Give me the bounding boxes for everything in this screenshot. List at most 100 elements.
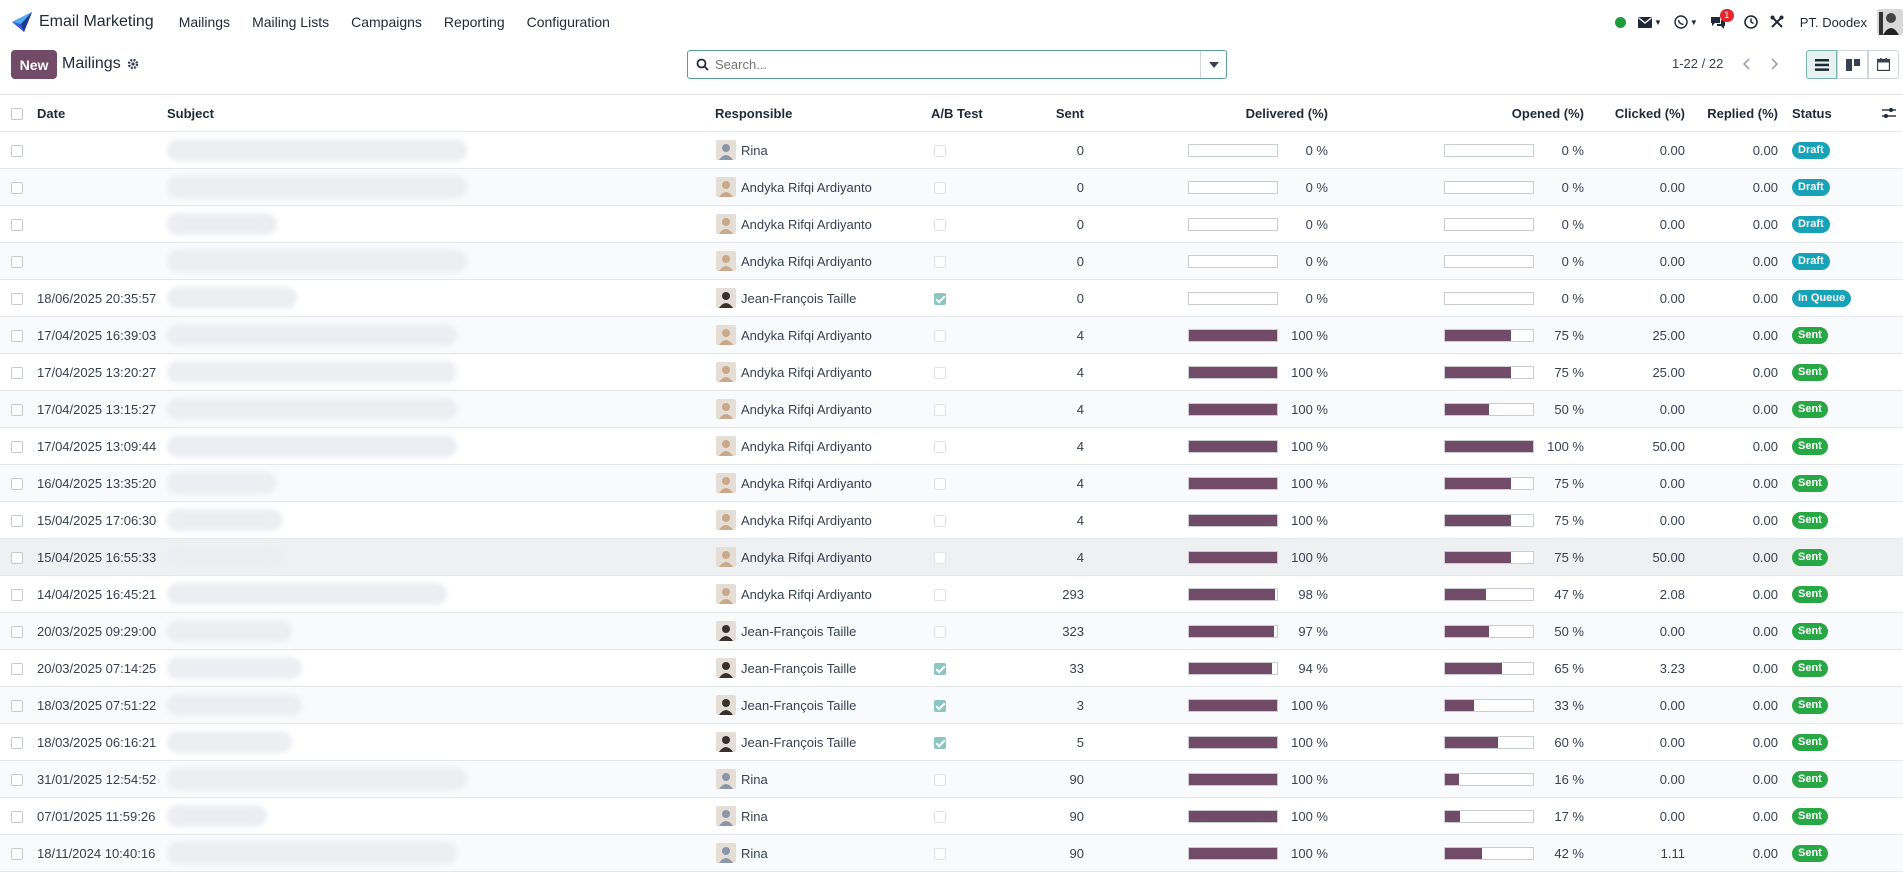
row-checkbox[interactable]	[11, 404, 23, 417]
table-row[interactable]: 14/04/2025 16:45:21 Andyka Rifqi Ardiyant…	[0, 575, 1903, 613]
table-row[interactable]: 18/11/2024 10:40:16 Rina 90 100 % 42 % 1.11 0.…	[0, 834, 1903, 872]
row-checkbox[interactable]	[11, 552, 23, 565]
table-row[interactable]: 07/01/2025 11:59:26 Rina 90 100 % 17 % 0.00 0.…	[0, 797, 1903, 835]
row-checkbox[interactable]	[11, 182, 23, 195]
user-avatar[interactable]	[1877, 9, 1903, 35]
menu-reporting[interactable]: Reporting	[443, 14, 505, 30]
row-checkbox-cell[interactable]	[0, 575, 33, 613]
messages-icon[interactable]: 1	[1710, 9, 1734, 29]
row-checkbox[interactable]	[11, 700, 23, 713]
table-row[interactable]: 17/04/2025 13:09:44 Andyka Rifqi Ardiyant…	[0, 427, 1903, 465]
select-all-checkbox[interactable]	[11, 108, 23, 121]
column-status[interactable]: Status	[1785, 94, 1875, 132]
table-row[interactable]: 18/03/2025 07:51:22 Jean-François Taille 3…	[0, 686, 1903, 724]
row-checkbox-cell[interactable]	[0, 353, 33, 391]
row-checkbox-cell[interactable]	[0, 760, 33, 798]
table-row[interactable]: 20/03/2025 07:14:25 Jean-François Taille 3…	[0, 649, 1903, 687]
row-checkbox-cell[interactable]	[0, 723, 33, 761]
column-clicked[interactable]: Clicked (%)	[1601, 94, 1693, 132]
whatsapp-menu-icon[interactable]: ▼	[1674, 15, 1698, 29]
column-replied[interactable]: Replied (%)	[1693, 94, 1785, 132]
pager-value[interactable]: 1-22 / 22	[1672, 56, 1724, 71]
menu-campaigns[interactable]: Campaigns	[351, 14, 422, 30]
calendar-view-button[interactable]	[1868, 50, 1899, 79]
row-checkbox[interactable]	[11, 774, 23, 787]
row-checkbox-cell[interactable]	[0, 501, 33, 539]
optional-columns-toggle[interactable]	[1875, 94, 1903, 132]
sliders-icon[interactable]	[1879, 107, 1899, 119]
row-checkbox-cell[interactable]	[0, 649, 33, 687]
row-checkbox-cell[interactable]	[0, 316, 33, 354]
menu-mailings[interactable]: Mailings	[178, 14, 231, 30]
kanban-view-button[interactable]	[1837, 50, 1868, 79]
table-row[interactable]: 15/04/2025 17:06:30 Andyka Rifqi Ardiyant…	[0, 501, 1903, 539]
table-row[interactable]: 31/01/2025 12:54:52 Rina 90 100 % 16 % 0.00 0.…	[0, 760, 1903, 798]
row-checkbox-cell[interactable]	[0, 131, 33, 169]
row-checkbox[interactable]	[11, 848, 23, 861]
table-row[interactable]: Andyka Rifqi Ardiyanto 0 0 % 0 % 0.00 0.00 Dra…	[0, 168, 1903, 206]
app-brand[interactable]: Email Marketing	[0, 0, 168, 44]
row-checkbox-cell[interactable]	[0, 797, 33, 835]
select-all-checkbox-cell[interactable]	[0, 94, 33, 132]
table-row[interactable]: 17/04/2025 13:15:27 Andyka Rifqi Ardiyant…	[0, 390, 1903, 428]
column-date[interactable]: Date	[33, 94, 165, 132]
debug-tools-icon[interactable]	[1770, 15, 1784, 29]
row-checkbox-cell[interactable]	[0, 279, 33, 317]
list-view-button[interactable]	[1806, 50, 1837, 79]
column-ab-test[interactable]: A/B Test	[925, 94, 1010, 132]
table-row[interactable]: 17/04/2025 13:20:27 Andyka Rifqi Ardiyant…	[0, 353, 1903, 391]
row-checkbox[interactable]	[11, 367, 23, 380]
table-row[interactable]: 17/04/2025 16:39:03 Andyka Rifqi Ardiyant…	[0, 316, 1903, 354]
row-checkbox-cell[interactable]	[0, 390, 33, 428]
search-options-toggle[interactable]	[1200, 51, 1226, 78]
row-checkbox-cell[interactable]	[0, 538, 33, 576]
menu-mailing-lists[interactable]: Mailing Lists	[252, 14, 330, 30]
row-checkbox-cell[interactable]	[0, 242, 33, 280]
pager-next-button[interactable]	[1762, 51, 1788, 77]
row-checkbox[interactable]	[11, 626, 23, 639]
row-checkbox[interactable]	[11, 293, 23, 306]
presence-status-icon[interactable]	[1614, 16, 1626, 28]
row-checkbox[interactable]	[11, 145, 23, 158]
row-checkbox[interactable]	[11, 219, 23, 232]
new-button[interactable]: New	[11, 50, 57, 79]
column-responsible[interactable]: Responsible	[712, 94, 925, 132]
table-row[interactable]: 16/04/2025 13:35:20 Andyka Rifqi Ardiyant…	[0, 464, 1903, 502]
column-opened[interactable]: Opened (%)	[1345, 94, 1601, 132]
table-row[interactable]: 15/04/2025 16:55:33 Andyka Rifqi Ardiyant…	[0, 538, 1903, 576]
activity-clock-icon[interactable]	[1743, 15, 1758, 29]
row-checkbox[interactable]	[11, 441, 23, 454]
gear-icon[interactable]	[127, 58, 139, 70]
email-menu-icon[interactable]: ▼	[1637, 16, 1662, 28]
table-row[interactable]: 18/03/2025 06:16:21 Jean-François Taille 5…	[0, 723, 1903, 761]
row-checkbox-cell[interactable]	[0, 427, 33, 465]
column-delivered[interactable]: Delivered (%)	[1095, 94, 1345, 132]
row-checkbox-cell[interactable]	[0, 612, 33, 650]
table-row[interactable]: 20/03/2025 09:29:00 Jean-François Taille 3…	[0, 612, 1903, 650]
row-checkbox[interactable]	[11, 515, 23, 528]
row-checkbox-cell[interactable]	[0, 205, 33, 243]
menu-configuration[interactable]: Configuration	[526, 14, 610, 30]
row-checkbox[interactable]	[11, 663, 23, 676]
table-row[interactable]: Rina 0 0 % 0 % 0.00 0.00 Draft	[0, 131, 1903, 169]
opened-cell: 60 %	[1345, 723, 1601, 761]
pager-previous-button[interactable]	[1733, 51, 1759, 77]
company-switcher[interactable]: PT. Doodex	[1799, 14, 1867, 30]
row-checkbox[interactable]	[11, 811, 23, 824]
search-input[interactable]	[715, 57, 1200, 72]
column-subject[interactable]: Subject	[165, 94, 712, 132]
row-checkbox[interactable]	[11, 737, 23, 750]
table-row[interactable]: Andyka Rifqi Ardiyanto 0 0 % 0 % 0.00 0.00 Dra…	[0, 205, 1903, 243]
row-checkbox[interactable]	[11, 478, 23, 491]
row-checkbox[interactable]	[11, 589, 23, 602]
mailing-clicked: 0.00	[1601, 205, 1693, 243]
row-checkbox-cell[interactable]	[0, 686, 33, 724]
column-sent[interactable]: Sent	[1010, 94, 1095, 132]
row-checkbox[interactable]	[11, 330, 23, 343]
row-checkbox-cell[interactable]	[0, 168, 33, 206]
row-checkbox-cell[interactable]	[0, 834, 33, 872]
row-checkbox-cell[interactable]	[0, 464, 33, 502]
row-checkbox[interactable]	[11, 256, 23, 269]
table-row[interactable]: Andyka Rifqi Ardiyanto 0 0 % 0 % 0.00 0.00 Dra…	[0, 242, 1903, 280]
table-row[interactable]: 18/06/2025 20:35:57 Jean-François Taille 0…	[0, 279, 1903, 317]
